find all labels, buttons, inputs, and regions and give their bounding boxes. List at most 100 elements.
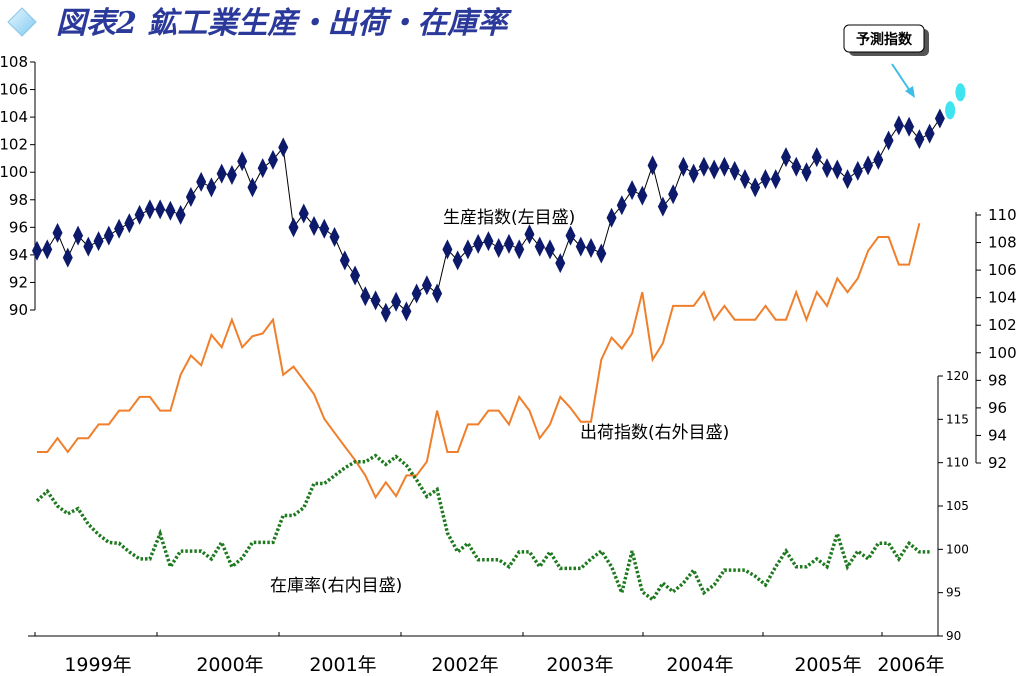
production-marker <box>62 247 73 268</box>
x-tick-label: 2004年 <box>666 654 733 676</box>
production-marker <box>822 158 833 179</box>
production-marker <box>924 123 935 144</box>
production-marker <box>545 239 555 260</box>
production-marker <box>852 160 863 181</box>
forecast-marker <box>945 101 956 120</box>
x-tick-label: 1999年 <box>64 654 131 676</box>
production-marker <box>165 200 176 221</box>
production-series <box>32 83 966 323</box>
production-marker <box>124 213 135 234</box>
left-tick-label: 98 <box>9 191 28 209</box>
production-marker <box>565 225 576 246</box>
production-marker <box>514 239 525 260</box>
left-tick-label: 90 <box>9 301 28 319</box>
production-marker <box>698 156 709 177</box>
production-marker <box>175 204 186 225</box>
x-tick-label: 2003年 <box>546 654 613 676</box>
production-marker <box>339 250 350 271</box>
production-marker <box>627 180 638 201</box>
right-outer-tick-label: 96 <box>988 399 1007 417</box>
production-marker <box>319 218 330 239</box>
production-marker <box>873 149 884 170</box>
production-marker <box>309 215 320 236</box>
x-tick-label: 2000年 <box>196 654 263 676</box>
production-marker <box>493 238 504 258</box>
production-marker <box>442 239 453 260</box>
inventory-series-label: 在庫率(右内目盛) <box>270 576 402 596</box>
production-marker <box>237 151 248 172</box>
production-marker <box>780 147 791 168</box>
production-marker <box>760 169 771 190</box>
left-tick-label: 100 <box>0 163 28 181</box>
production-marker <box>247 177 258 198</box>
production-marker <box>637 185 648 206</box>
production-marker <box>555 253 566 274</box>
left-tick-label: 102 <box>0 136 28 154</box>
left-tick-label: 106 <box>0 81 28 99</box>
production-marker <box>863 155 874 176</box>
right-inner-tick-label: 90 <box>946 629 961 643</box>
production-marker <box>801 162 812 183</box>
production-marker <box>893 115 904 136</box>
right-outer-tick-label: 98 <box>988 371 1007 389</box>
right-inner-tick-label: 115 <box>946 412 969 426</box>
production-marker <box>350 265 361 286</box>
production-marker <box>719 156 730 177</box>
right-outer-tick-label: 104 <box>988 289 1017 307</box>
production-marker <box>42 239 53 260</box>
production-marker <box>278 137 289 158</box>
production-marker <box>411 283 422 304</box>
right-outer-tick-label: 108 <box>988 234 1017 252</box>
production-marker <box>575 236 586 257</box>
production-marker <box>298 203 309 224</box>
production-marker <box>114 218 125 239</box>
title-block: 図表2 鉱工業生産・出荷・在庫率 <box>7 6 512 41</box>
production-marker <box>770 169 781 190</box>
right-outer-tick-label: 110 <box>988 206 1017 224</box>
x-tick-label: 2002年 <box>431 654 498 676</box>
production-marker <box>288 217 299 238</box>
shipments-series-label: 出荷指数(右外目盛) <box>580 423 729 443</box>
production-marker <box>688 163 699 184</box>
inventory-series <box>35 453 930 603</box>
right-inner-tick-label: 110 <box>946 456 969 470</box>
x-tick-label: 2001年 <box>309 654 376 676</box>
production-marker <box>729 160 740 181</box>
production-marker <box>73 225 84 246</box>
production-marker <box>83 236 94 257</box>
production-marker <box>832 159 843 180</box>
right-inner-tick-label: 100 <box>946 542 969 556</box>
production-marker <box>842 169 853 190</box>
title-diamond-icon <box>7 7 37 37</box>
production-marker <box>811 147 822 168</box>
shipments-series <box>37 223 921 500</box>
callout-label: 予測指数 <box>856 31 913 48</box>
forecast-marker <box>955 83 966 102</box>
production-marker <box>657 196 668 217</box>
production-marker <box>329 226 340 247</box>
production-marker <box>586 238 597 258</box>
production-marker <box>267 149 278 170</box>
production-marker <box>934 108 945 129</box>
right-outer-tick-label: 100 <box>988 344 1017 362</box>
production-marker <box>226 164 237 185</box>
production-marker <box>534 236 545 257</box>
right-outer-tick-label: 92 <box>988 454 1007 472</box>
production-marker <box>391 291 402 312</box>
production-marker <box>709 159 720 180</box>
production-marker <box>524 224 535 245</box>
production-marker <box>452 250 463 271</box>
right-inner-axis-ticks: 90 95 100 105 110 115 120 <box>938 369 969 643</box>
production-marker <box>380 302 391 323</box>
production-series-label: 生産指数(左目盛) <box>443 208 575 228</box>
production-marker <box>370 290 381 311</box>
left-tick-label: 94 <box>9 246 28 264</box>
production-marker <box>616 195 627 216</box>
production-marker <box>739 169 750 190</box>
production-marker <box>432 283 443 304</box>
production-marker <box>668 184 679 205</box>
left-tick-label: 108 <box>0 53 28 71</box>
inventory-line <box>35 453 930 603</box>
production-marker <box>503 233 514 254</box>
